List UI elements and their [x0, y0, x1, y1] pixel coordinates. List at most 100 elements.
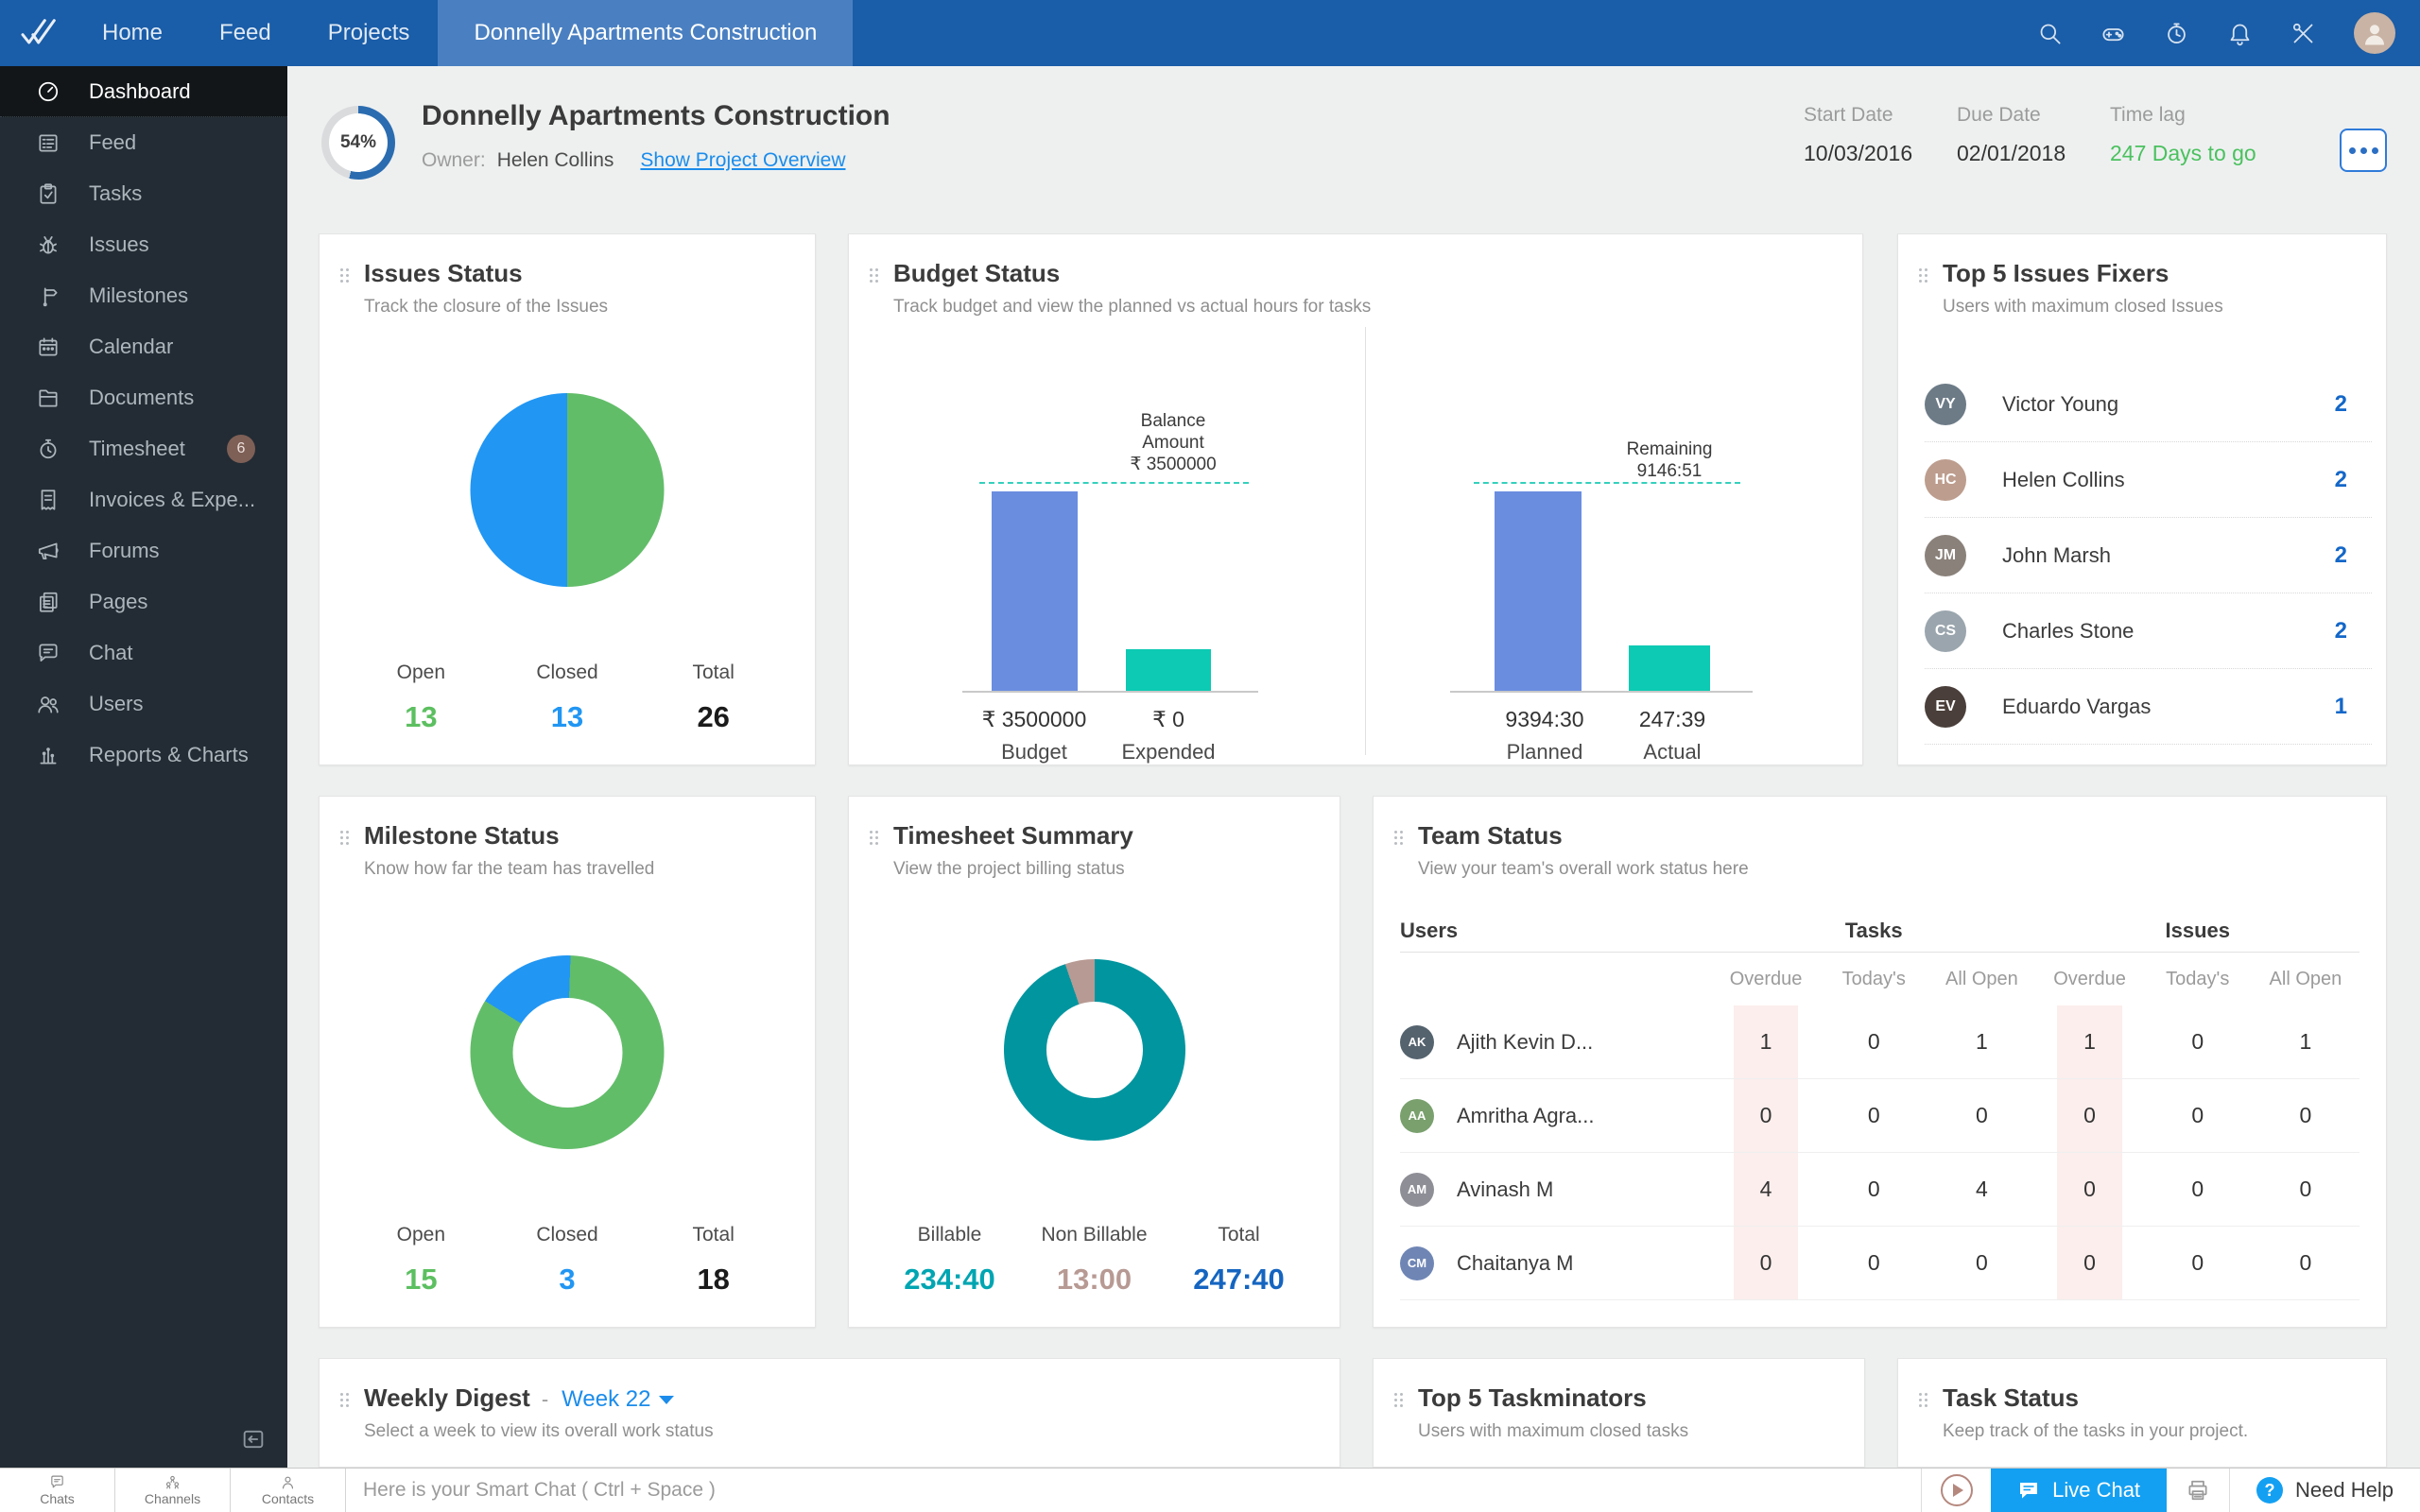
games-icon[interactable]	[2100, 21, 2126, 46]
remaining-dashed-line	[1474, 482, 1740, 484]
chevron-down-icon	[659, 1395, 675, 1404]
drag-handle-icon[interactable]	[340, 831, 349, 845]
weekly-digest-card: Weekly Digest - Week 22 Select a week to…	[319, 1358, 1340, 1468]
fixer-list-item: JM John Marsh 2	[1925, 518, 2372, 593]
column-header-tasks: Tasks	[1844, 919, 1903, 942]
fixer-list-item: CS Charles Stone 2	[1925, 593, 2372, 669]
planned-bar	[1495, 491, 1582, 691]
sidebar-item-pages[interactable]: Pages	[0, 576, 287, 627]
timesheet-donut-chart	[1003, 959, 1185, 1141]
fixer-list-item: EV Eduardo Vargas 1	[1925, 669, 2372, 745]
question-icon: ?	[2256, 1477, 2284, 1503]
app-logo-icon[interactable]	[0, 14, 74, 52]
sidebar-item-users[interactable]: Users	[0, 679, 287, 730]
drag-handle-icon[interactable]	[1919, 1393, 1927, 1407]
issues-total-value: 26	[697, 700, 730, 733]
user-avatar[interactable]	[2354, 12, 2395, 54]
sidebar-item-invoices[interactable]: Invoices & Expe...	[0, 474, 287, 525]
avatar: JM	[1925, 534, 1966, 576]
week-selector-dropdown[interactable]: Week 22	[562, 1386, 675, 1413]
invoice-icon	[41, 490, 56, 510]
drag-handle-icon[interactable]	[1919, 268, 1927, 283]
card-subtitle: Keep track of the tasks in your project.	[1943, 1421, 2249, 1441]
owner-label: Owner:	[422, 149, 486, 171]
time-lag-value: 247 Days to go	[2110, 141, 2256, 165]
top-taskminators-card: Top 5 Taskminators Users with maximum cl…	[1373, 1358, 1865, 1468]
need-help-button[interactable]: ? Need Help	[2229, 1469, 2420, 1512]
team-status-table: Users Tasks Issues Overdue Today's All O…	[1400, 910, 2360, 1327]
owner-name: Helen Collins	[496, 149, 614, 171]
tab-chats[interactable]: Chats	[0, 1469, 115, 1512]
live-chat-button[interactable]: Live Chat	[1991, 1469, 2168, 1512]
table-row-user: AM Avinash M	[1400, 1153, 1712, 1227]
avatar: VY	[1925, 383, 1966, 425]
column-header-issues: Issues	[2165, 919, 2230, 942]
progress-percent: 54%	[329, 113, 388, 172]
drag-handle-icon[interactable]	[1394, 831, 1403, 845]
drag-handle-icon[interactable]	[340, 268, 349, 283]
nav-home[interactable]: Home	[102, 20, 164, 45]
drag-handle-icon[interactable]	[1394, 1393, 1403, 1407]
card-subtitle: Know how far the team has travelled	[364, 859, 655, 879]
card-title: Team Status	[1418, 821, 1563, 850]
print-button[interactable]	[2167, 1469, 2229, 1512]
tasks-icon	[40, 183, 57, 204]
nav-feed[interactable]: Feed	[219, 20, 271, 45]
card-subtitle: Track budget and view the planned vs act…	[893, 297, 1372, 317]
notifications-bell-icon[interactable]	[2227, 21, 2253, 46]
due-date-block: Due Date 02/01/2018	[1957, 104, 2066, 165]
issues-status-card: Issues Status Track the closure of the I…	[319, 233, 816, 765]
sidebar-item-feed[interactable]: Feed	[0, 117, 287, 168]
milestone-status-card: Milestone Status Know how far the team h…	[319, 796, 816, 1328]
avatar: EV	[1925, 685, 1966, 728]
column-header-users: Users	[1400, 919, 1459, 942]
contacts-icon	[282, 1476, 294, 1489]
card-title: Weekly Digest	[364, 1383, 530, 1412]
closed-issues-count: 1	[2334, 693, 2347, 719]
play-tour-button[interactable]	[1921, 1469, 1991, 1512]
sidebar-item-milestones[interactable]: Milestones	[0, 270, 287, 321]
folder-icon	[39, 389, 58, 407]
timer-icon[interactable]	[2164, 21, 2189, 46]
fixer-list-item: HC Helen Collins 2	[1925, 442, 2372, 518]
sidebar-item-timesheet[interactable]: Timesheet 6	[0, 423, 287, 474]
show-project-overview-link[interactable]: Show Project Overview	[640, 149, 846, 171]
sidebar-item-chat[interactable]: Chat	[0, 627, 287, 679]
tab-contacts[interactable]: Contacts	[231, 1469, 346, 1512]
sidebar-item-reports[interactable]: Reports & Charts	[0, 730, 287, 781]
tools-icon[interactable]	[2290, 21, 2316, 46]
sidebar-item-documents[interactable]: Documents	[0, 372, 287, 423]
sidebar-item-tasks[interactable]: Tasks	[0, 168, 287, 219]
sidebar-item-issues[interactable]: Issues	[0, 219, 287, 270]
drag-handle-icon[interactable]	[870, 268, 878, 283]
closed-issues-count: 2	[2334, 541, 2347, 568]
drag-handle-icon[interactable]	[870, 831, 878, 845]
milestone-signpost-icon	[43, 287, 58, 307]
play-icon	[1952, 1484, 1963, 1497]
channels-icon	[165, 1475, 180, 1489]
timesheet-badge: 6	[227, 435, 255, 463]
live-chat-icon	[2020, 1483, 2038, 1499]
search-icon[interactable]	[2037, 21, 2063, 46]
budget-bar	[992, 491, 1078, 691]
avatar: AM	[1400, 1172, 1434, 1207]
pages-icon	[40, 592, 58, 612]
tab-channels[interactable]: Channels	[115, 1469, 231, 1512]
more-options-button[interactable]	[2340, 129, 2387, 172]
sidebar-item-forums[interactable]: Forums	[0, 525, 287, 576]
sidebar-item-dashboard[interactable]: Dashboard	[0, 66, 287, 117]
card-subtitle: View your team's overall work status her…	[1418, 859, 1749, 879]
active-project-tab[interactable]: Donnelly Apartments Construction	[438, 0, 854, 66]
drag-handle-icon[interactable]	[340, 1393, 349, 1407]
nav-projects[interactable]: Projects	[327, 20, 410, 45]
bug-icon	[40, 236, 57, 254]
smart-chat-input[interactable]	[346, 1469, 1922, 1512]
due-date-value: 02/01/2018	[1957, 141, 2066, 165]
sidebar-item-calendar[interactable]: Calendar	[0, 321, 287, 372]
closed-issues-count: 2	[2334, 466, 2347, 492]
budget-money-chart: Balance Amount ₹ 3500000 ₹ 3500000 ₹ 0 B…	[849, 327, 1365, 765]
sidebar-collapse-icon[interactable]	[240, 1426, 267, 1452]
avatar: AK	[1400, 1024, 1434, 1059]
issues-closed-value: 13	[550, 700, 584, 733]
dashboard-icon	[38, 81, 59, 101]
